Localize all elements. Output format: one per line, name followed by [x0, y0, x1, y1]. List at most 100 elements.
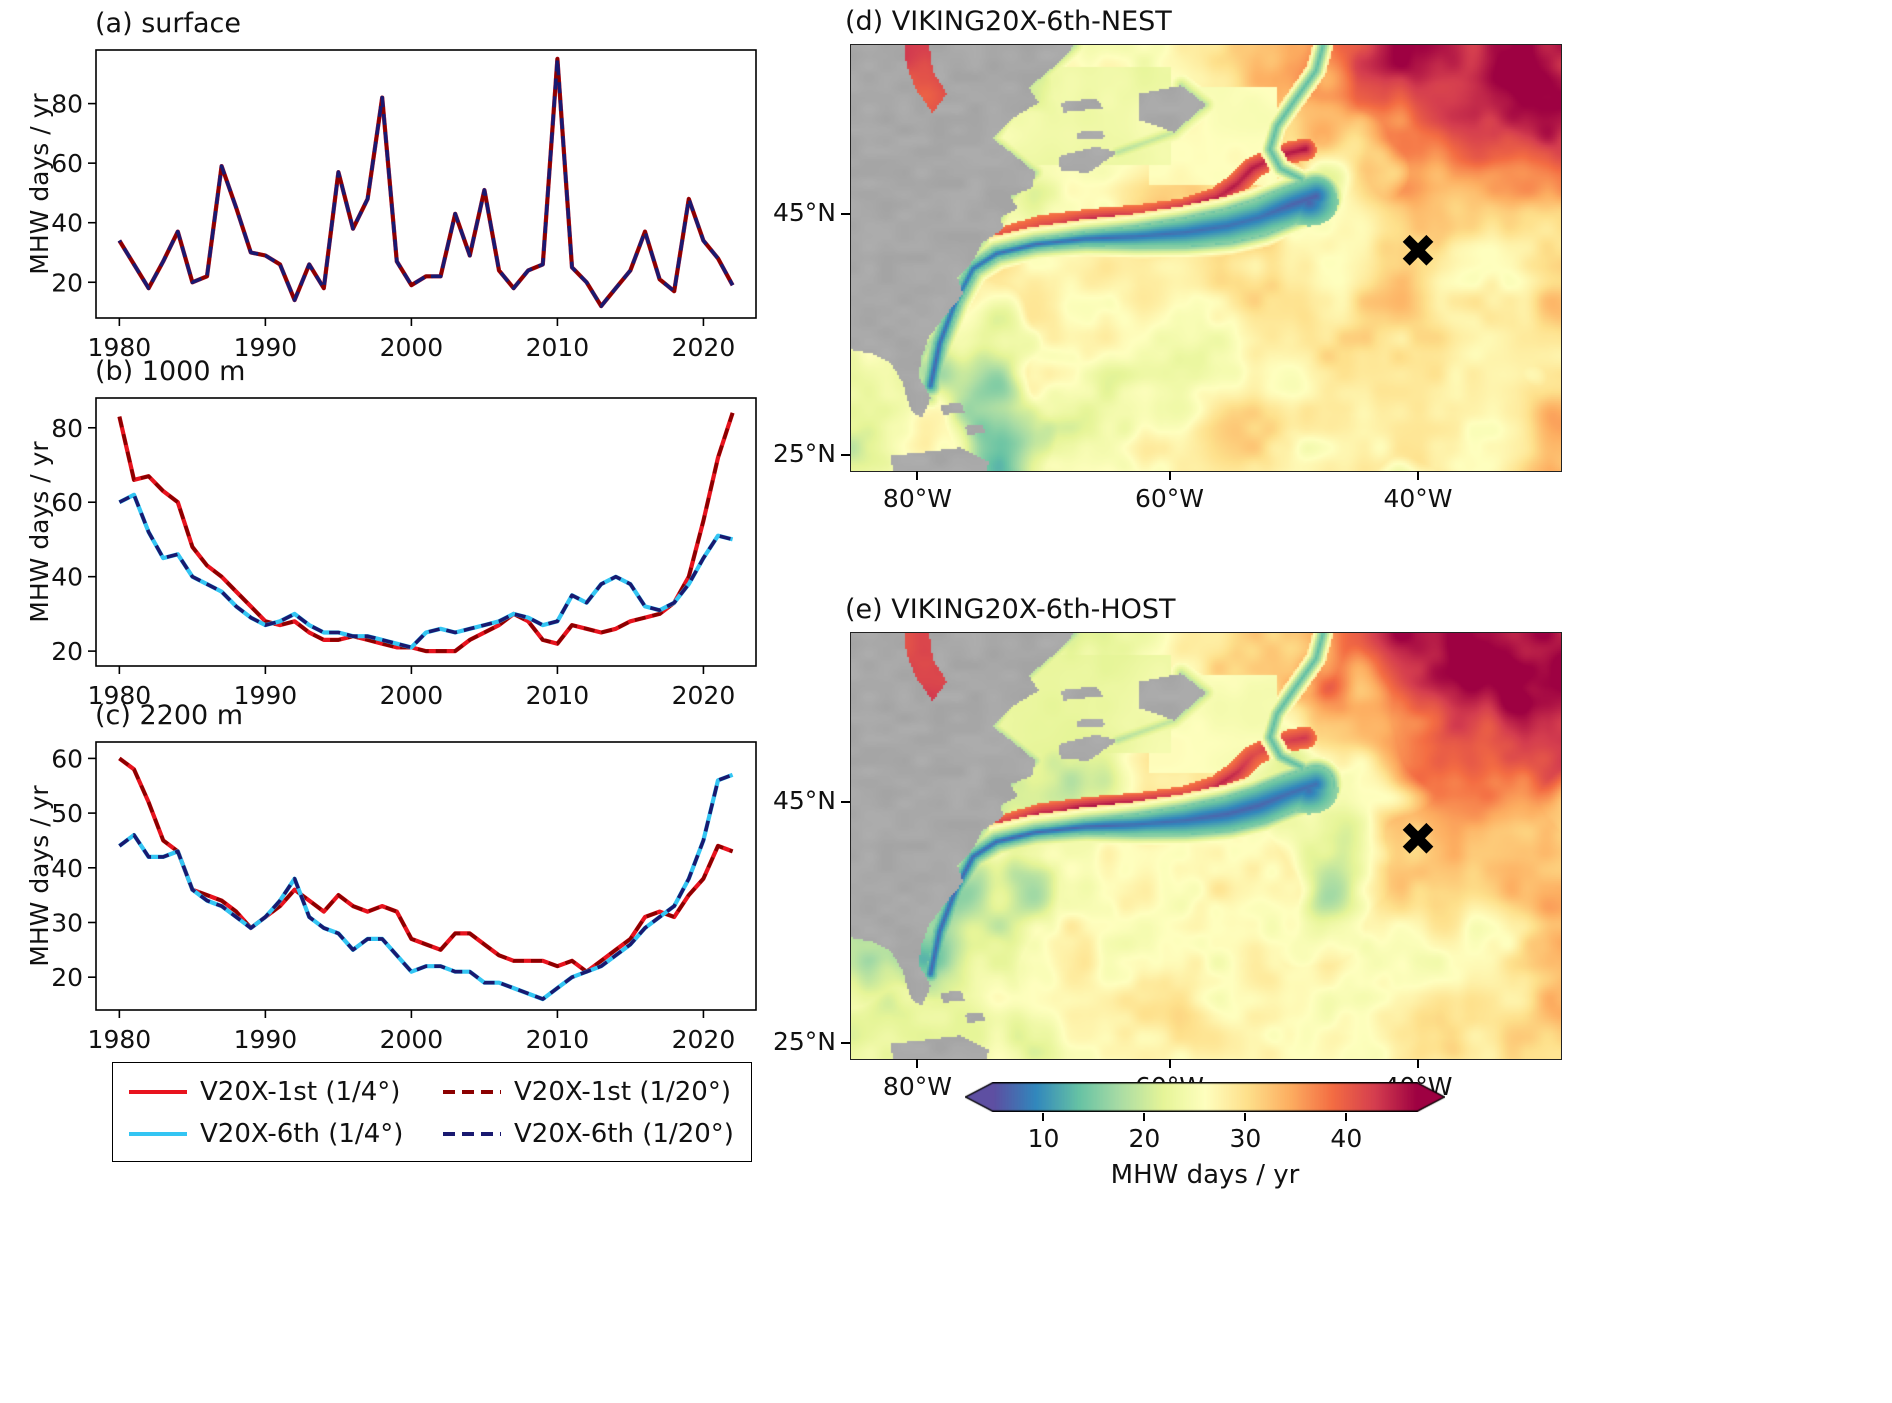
legend: V20X-1st (1/4°) V20X-6th (1/4°) V20X-1st (… — [112, 1062, 752, 1162]
lon-tick-label: 80°W — [882, 484, 952, 513]
lat-tick-label: 25°N — [772, 439, 836, 469]
plot-frame — [95, 741, 757, 1011]
lat-tick — [841, 454, 850, 457]
series-V20X-6th (1/4°) — [117, 56, 735, 309]
lon-tick-label: 80°W — [882, 1072, 952, 1101]
legend-item: V20X-1st (1/20°) — [443, 1077, 731, 1107]
lon-tick-label: 40°W — [1383, 484, 1453, 513]
panel-c-title: (c) 2200 m — [95, 700, 244, 731]
legend-item-label: V20X-1st (1/4°) — [200, 1077, 401, 1107]
lon-tick-label: 60°W — [1134, 484, 1205, 513]
series-V20X-1st (1/4°) — [117, 56, 735, 309]
colorbar-tick — [1143, 1113, 1146, 1121]
y-axis-label: MHW days / yr — [28, 785, 54, 967]
x-tick-label: 1990 — [234, 333, 298, 362]
series-V20X-6th (1/20°) — [118, 773, 734, 1001]
legend-line-sample — [443, 1090, 501, 1094]
series-V20X-1st (1/20°) — [117, 57, 735, 308]
y-tick-label: 60 — [51, 149, 83, 178]
legend-item: V20X-6th (1/4°) — [129, 1119, 404, 1149]
x-tick-label: 1980 — [88, 333, 152, 362]
legend-item-label: V20X-1st (1/20°) — [514, 1077, 731, 1107]
colorbar-tick — [1345, 1113, 1348, 1121]
panel-d-title: (d) VIKING20X-6th-NEST — [845, 6, 1172, 37]
x-tick-label: 1990 — [234, 1025, 298, 1054]
lat-tick-label: 25°N — [772, 1027, 836, 1057]
map-host: 45°N25°N80°W60°W40°W✖ — [773, 632, 1562, 1101]
x-tick-label: 2010 — [526, 1025, 590, 1054]
series-V20X-6th (1/20°) — [118, 493, 734, 650]
series-V20X-1st (1/20°) — [117, 412, 735, 653]
y-tick-label: 80 — [51, 90, 83, 119]
y-tick-label: 60 — [51, 488, 83, 517]
x-tick-label: 2010 — [526, 681, 590, 710]
lat-tick-label: 45°N — [772, 786, 836, 816]
colorbar: MHW days / yr 10 20 30 40 — [965, 1082, 1445, 1202]
y-tick-label: 40 — [51, 563, 83, 592]
y-axis-label: MHW days / yr — [28, 93, 54, 275]
x-tick-label: 1980 — [88, 681, 152, 710]
lon-tick — [1168, 471, 1171, 480]
colorbar-tick-label: 10 — [1027, 1124, 1060, 1153]
map-nest: 45°N 25°N 80°W 60°W 40°W ✖ — [773, 44, 1562, 513]
x-tick-label: 2020 — [672, 681, 736, 710]
colorbar-tick — [1042, 1113, 1045, 1121]
panel-b-title: (b) 1000 m — [95, 356, 246, 387]
x-tick-label: 2020 — [672, 1025, 736, 1054]
series-V20X-1st (1/4°) — [118, 756, 734, 974]
x-tick-label: 2020 — [672, 333, 736, 362]
lon-tick — [916, 1059, 919, 1068]
colorbar-tick-label: 20 — [1128, 1124, 1161, 1153]
x-tick-label: 2000 — [380, 333, 444, 362]
lon-tick — [1168, 1059, 1171, 1068]
y-tick-label: 30 — [51, 908, 83, 937]
lat-tick — [841, 213, 850, 216]
lat-tick — [841, 1042, 850, 1045]
y-tick-label: 50 — [51, 799, 83, 828]
y-tick-label: 20 — [51, 963, 83, 992]
series-V20X-1st (1/4°) — [117, 412, 735, 654]
x-tick-label: 2000 — [380, 1025, 444, 1054]
lat-tick-label: 45°N — [772, 198, 836, 228]
y-tick-label: 20 — [51, 637, 83, 666]
colorbar-tick-label: 30 — [1229, 1124, 1262, 1153]
colorbar-gradient — [965, 1082, 1445, 1112]
mhw-map-nest-canvas — [850, 44, 1562, 472]
y-tick-label: 80 — [51, 414, 83, 443]
plot-frame — [95, 397, 757, 667]
x-tick-label: 1980 — [88, 1025, 152, 1054]
y-tick-label: 20 — [51, 268, 83, 297]
lon-tick — [916, 471, 919, 480]
legend-line-sample — [129, 1132, 187, 1136]
lon-tick — [1417, 471, 1419, 480]
series-V20X-6th (1/20°) — [117, 57, 735, 308]
location-marker-icon: ✖ — [1398, 223, 1438, 278]
colorbar-tick — [1244, 1113, 1247, 1121]
legend-item-label: V20X-6th (1/20°) — [514, 1119, 734, 1149]
lat-tick — [841, 801, 850, 804]
mhw-map-host-canvas — [850, 632, 1562, 1060]
lon-tick — [1417, 1059, 1419, 1068]
location-marker-icon: ✖ — [1398, 811, 1438, 866]
x-tick-label: 2000 — [380, 681, 444, 710]
panel-a-title: (a) surface — [95, 8, 241, 39]
legend-line-sample — [129, 1090, 187, 1094]
colorbar-label: MHW days / yr — [1110, 1160, 1300, 1190]
colorbar-tick-label: 40 — [1330, 1124, 1363, 1153]
y-tick-label: 60 — [51, 744, 83, 773]
panel-e-title: (e) VIKING20X-6th-HOST — [845, 594, 1176, 625]
y-axis-label: MHW days / yr — [28, 441, 54, 623]
legend-item-label: V20X-6th (1/4°) — [200, 1119, 404, 1149]
x-tick-label: 2010 — [526, 333, 590, 362]
legend-line-sample — [443, 1132, 501, 1136]
x-tick-label: 1990 — [234, 681, 298, 710]
y-tick-label: 40 — [51, 209, 83, 238]
plot-frame — [95, 49, 757, 319]
series-V20X-1st (1/20°) — [118, 756, 734, 974]
y-tick-label: 40 — [51, 854, 83, 883]
legend-item: V20X-6th (1/20°) — [443, 1119, 734, 1149]
